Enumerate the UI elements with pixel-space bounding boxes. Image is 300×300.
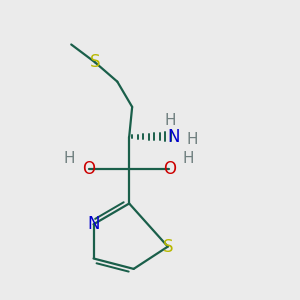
Text: H: H [183,151,194,166]
Text: H: H [164,113,176,128]
Text: O: O [163,160,176,178]
Text: H: H [64,151,76,166]
Text: H: H [187,131,198,146]
Text: N: N [167,128,180,146]
Text: O: O [82,160,96,178]
Text: N: N [87,215,100,233]
Text: S: S [90,53,100,71]
Text: S: S [163,238,173,256]
